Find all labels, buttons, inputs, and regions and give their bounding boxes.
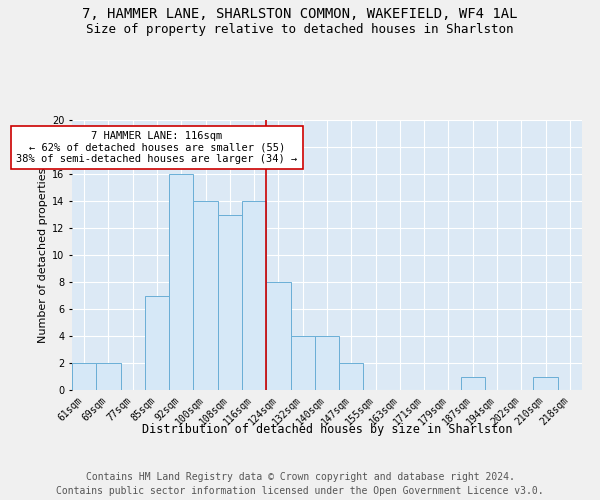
Bar [461, 376, 485, 390]
Bar [96, 363, 121, 390]
Bar [145, 296, 169, 390]
Bar [266, 282, 290, 390]
Bar [290, 336, 315, 390]
Bar [242, 201, 266, 390]
Y-axis label: Number of detached properties: Number of detached properties [38, 168, 48, 342]
Bar [315, 336, 339, 390]
Bar [193, 201, 218, 390]
Bar [72, 363, 96, 390]
Bar [169, 174, 193, 390]
Text: Size of property relative to detached houses in Sharlston: Size of property relative to detached ho… [86, 22, 514, 36]
Text: 7 HAMMER LANE: 116sqm
← 62% of detached houses are smaller (55)
38% of semi-deta: 7 HAMMER LANE: 116sqm ← 62% of detached … [16, 131, 298, 164]
Text: Distribution of detached houses by size in Sharlston: Distribution of detached houses by size … [142, 422, 512, 436]
Text: Contains public sector information licensed under the Open Government Licence v3: Contains public sector information licen… [56, 486, 544, 496]
Bar [339, 363, 364, 390]
Bar [218, 214, 242, 390]
Text: Contains HM Land Registry data © Crown copyright and database right 2024.: Contains HM Land Registry data © Crown c… [86, 472, 514, 482]
Bar [533, 376, 558, 390]
Text: 7, HAMMER LANE, SHARLSTON COMMON, WAKEFIELD, WF4 1AL: 7, HAMMER LANE, SHARLSTON COMMON, WAKEFI… [82, 8, 518, 22]
